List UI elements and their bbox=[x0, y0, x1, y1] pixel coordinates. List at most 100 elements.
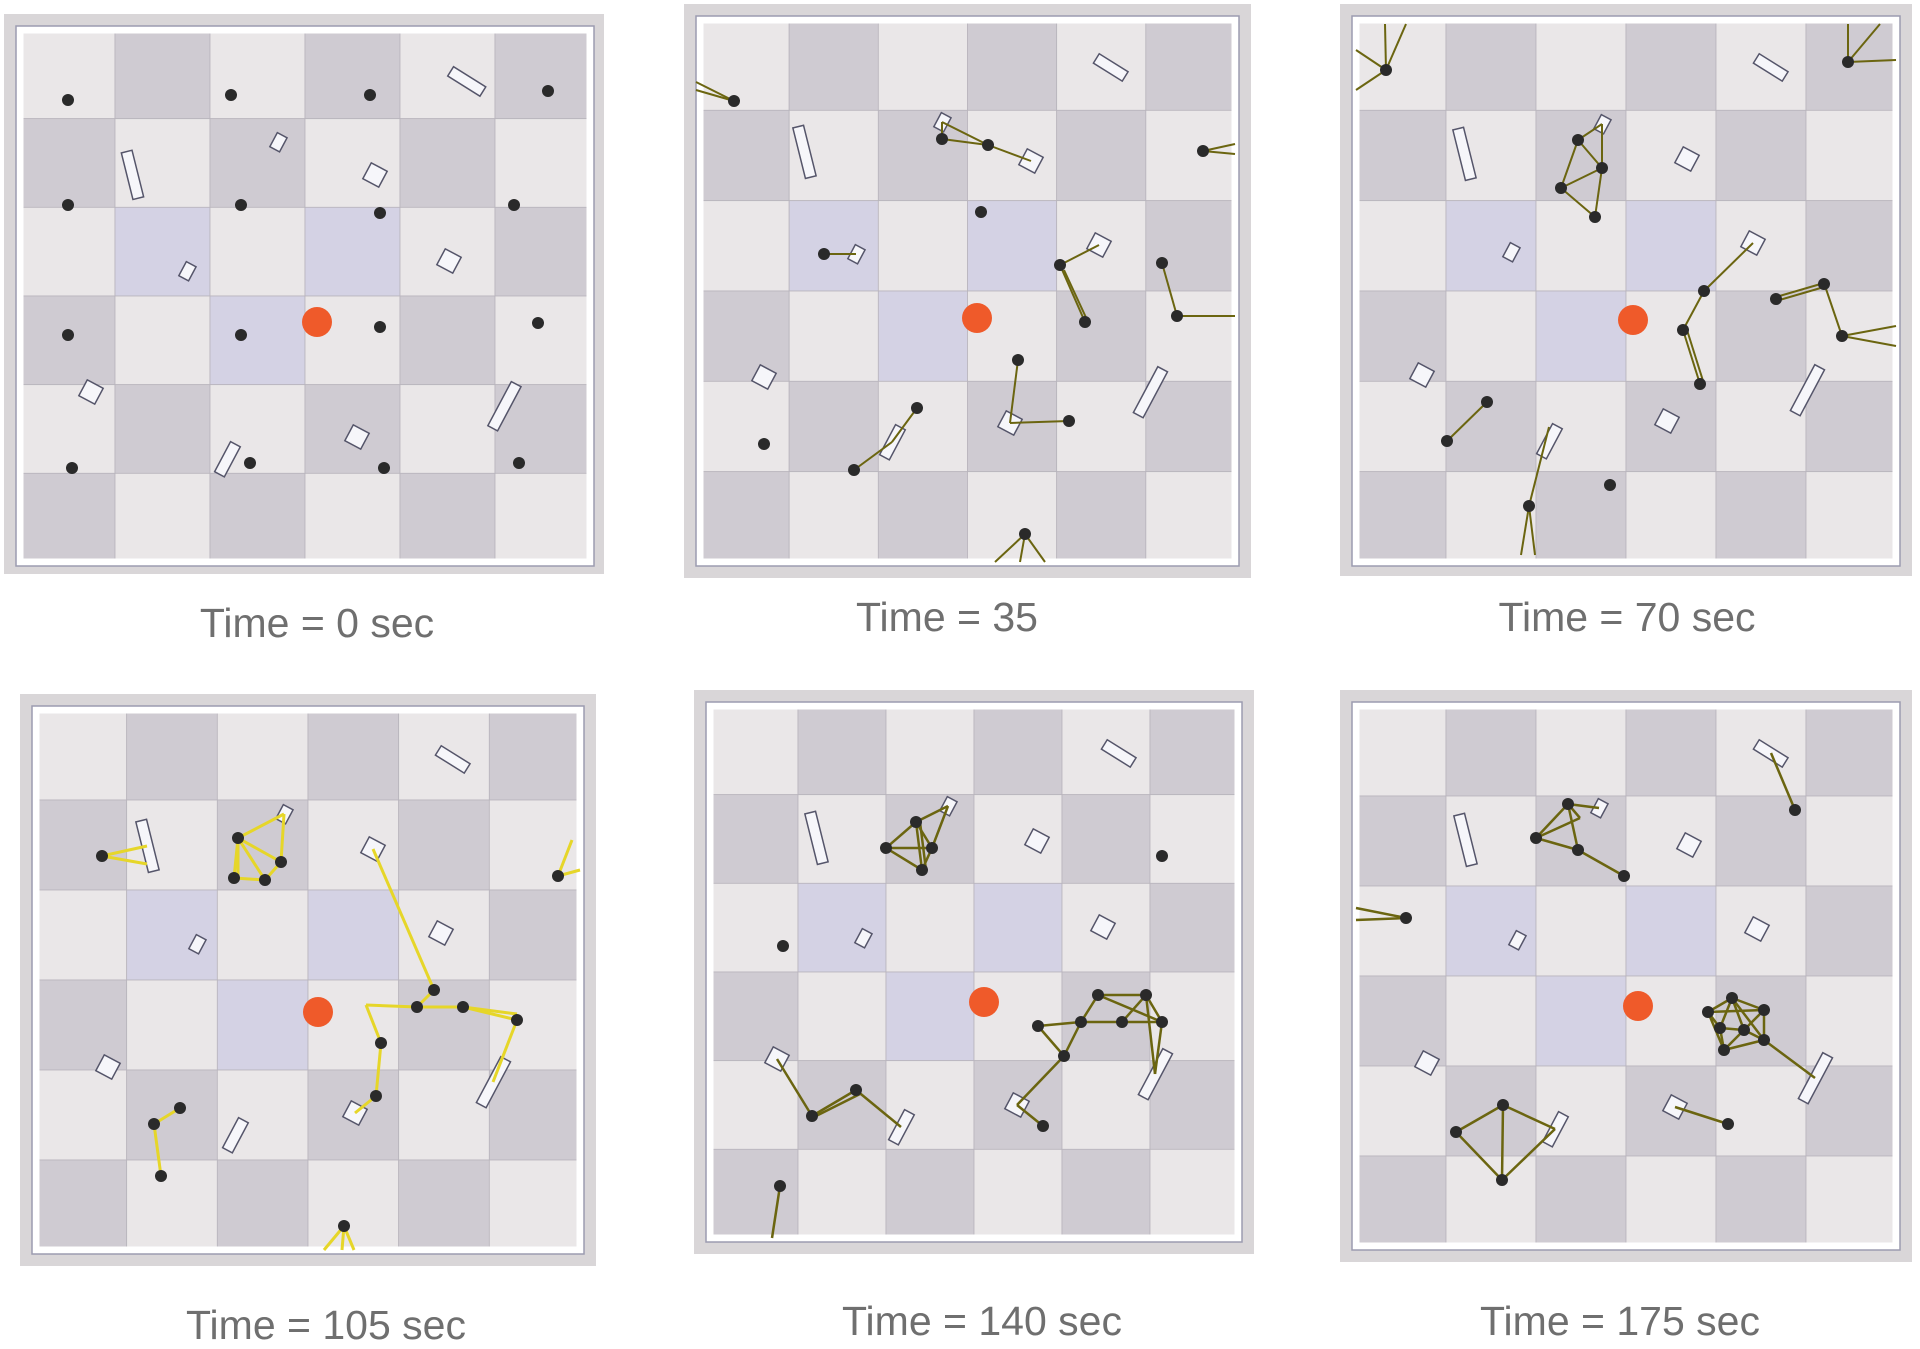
arena-view bbox=[4, 14, 604, 574]
arena-wall bbox=[16, 26, 594, 566]
floor-tile bbox=[126, 889, 218, 981]
floor-tile bbox=[797, 1148, 887, 1239]
arena-panel-t105 bbox=[6, 684, 606, 1274]
floor-tiles bbox=[20, 694, 596, 1266]
arena-wall-edge bbox=[1351, 15, 1901, 567]
floor-tile bbox=[967, 471, 1058, 563]
robot bbox=[1116, 1016, 1128, 1028]
robot bbox=[911, 402, 923, 414]
robot bbox=[1722, 1118, 1734, 1130]
floor-tile bbox=[699, 471, 790, 563]
robot bbox=[338, 1220, 350, 1232]
floor-tile bbox=[1355, 109, 1447, 202]
floor-tile bbox=[209, 472, 306, 563]
floor-tile bbox=[488, 1069, 581, 1161]
floor-tile bbox=[126, 1069, 218, 1161]
obstacle bbox=[1589, 797, 1610, 819]
time-caption: Time = 175 sec bbox=[1480, 1298, 1760, 1344]
floor-tile bbox=[126, 709, 218, 801]
robot bbox=[370, 1090, 382, 1102]
obstacle bbox=[1507, 929, 1528, 951]
floor-tile bbox=[1445, 290, 1537, 382]
floor-tile bbox=[35, 709, 128, 801]
floor-tile bbox=[788, 380, 879, 473]
floor-tile bbox=[797, 1060, 887, 1150]
floor-tile bbox=[1535, 1065, 1627, 1157]
robot bbox=[374, 207, 386, 219]
floor-tile bbox=[304, 118, 401, 208]
floor-tile bbox=[1625, 471, 1717, 563]
obstacle bbox=[343, 423, 371, 451]
floor-tile bbox=[209, 295, 306, 386]
floor-tile bbox=[1535, 975, 1627, 1067]
obstacle bbox=[434, 744, 472, 775]
floor-tile bbox=[399, 295, 496, 386]
floor-tile bbox=[216, 889, 309, 981]
robot bbox=[1618, 870, 1630, 882]
floor-tile bbox=[1445, 705, 1537, 797]
floor-tile bbox=[19, 206, 116, 297]
robot bbox=[513, 457, 525, 469]
comm-links bbox=[1355, 23, 1897, 556]
floor-tile bbox=[399, 29, 496, 120]
floor-tile bbox=[699, 290, 790, 382]
robot bbox=[364, 89, 376, 101]
robot bbox=[1726, 992, 1738, 1004]
robot bbox=[148, 1118, 160, 1130]
robot bbox=[66, 462, 78, 474]
floor-tile bbox=[1149, 1060, 1239, 1150]
target-ball bbox=[969, 987, 999, 1017]
robot bbox=[1400, 912, 1412, 924]
floor-tile bbox=[307, 1159, 400, 1251]
obstacle bbox=[1089, 913, 1117, 941]
arena-wall bbox=[706, 702, 1242, 1242]
obstacle bbox=[1100, 738, 1138, 769]
obstacle bbox=[221, 1116, 250, 1154]
robot bbox=[1481, 396, 1493, 408]
robot bbox=[1156, 850, 1168, 862]
floor-tile bbox=[1445, 975, 1537, 1067]
target-ball bbox=[302, 307, 332, 337]
floor-tile bbox=[1805, 1155, 1897, 1247]
floor-tile bbox=[494, 29, 591, 120]
floor-tile bbox=[1715, 1065, 1807, 1157]
robot bbox=[1758, 1034, 1770, 1046]
arena-wall-edge bbox=[1351, 701, 1901, 1251]
floor-tile bbox=[877, 109, 968, 202]
floor-tile bbox=[1061, 1060, 1151, 1150]
arena-view bbox=[1340, 690, 1912, 1262]
robots bbox=[774, 816, 1168, 1192]
obstacles bbox=[77, 65, 523, 478]
robot bbox=[1441, 435, 1453, 447]
robot bbox=[225, 89, 237, 101]
floor-tile bbox=[494, 295, 591, 386]
robot bbox=[508, 199, 520, 211]
floor-tile bbox=[1805, 795, 1897, 887]
floor-tile bbox=[885, 1148, 975, 1239]
arena-wall bbox=[696, 16, 1239, 566]
robots bbox=[1400, 798, 1801, 1186]
obstacle bbox=[1413, 1049, 1441, 1077]
robot bbox=[1171, 310, 1183, 322]
floor-tile bbox=[1445, 1155, 1537, 1247]
robot bbox=[1092, 989, 1104, 1001]
obstacle bbox=[1451, 126, 1478, 182]
robot bbox=[1738, 1024, 1750, 1036]
floor-tile bbox=[699, 19, 790, 111]
robot bbox=[1523, 500, 1535, 512]
floor-tile bbox=[1061, 971, 1151, 1062]
robot bbox=[228, 872, 240, 884]
floor-tile bbox=[35, 979, 128, 1071]
robot bbox=[411, 1001, 423, 1013]
floor-tile bbox=[1535, 19, 1627, 111]
floor-tile bbox=[216, 1159, 309, 1251]
floor-tile bbox=[1715, 380, 1807, 473]
robot bbox=[777, 940, 789, 952]
robot bbox=[850, 1084, 862, 1096]
floor-tile bbox=[399, 472, 496, 563]
floor-tile bbox=[1625, 109, 1717, 202]
floor-tile bbox=[1535, 109, 1627, 202]
floor-tile bbox=[216, 979, 309, 1071]
robot bbox=[62, 329, 74, 341]
floor-tile bbox=[788, 471, 879, 563]
